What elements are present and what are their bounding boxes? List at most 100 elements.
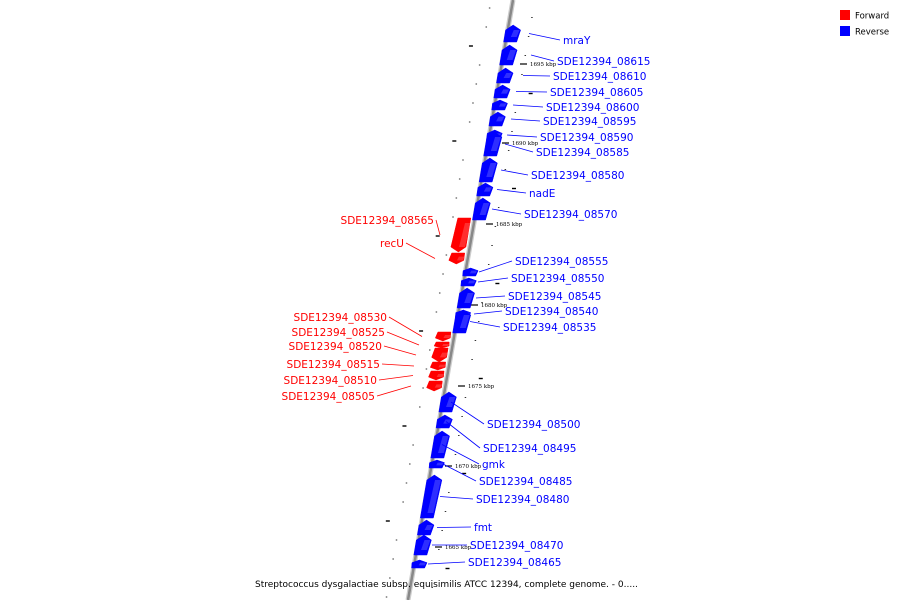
gene-feature: [460, 277, 477, 287]
scale-marks: [385, 7, 533, 598]
gene-feature-shade: [456, 256, 465, 261]
gene-feature-shade: [443, 335, 451, 338]
gene-features: [411, 24, 521, 569]
gene-feature: [426, 380, 443, 392]
gene-label: SDE12394_08480: [476, 494, 569, 506]
gene-feature: [438, 391, 457, 413]
gene-leader-line: [435, 219, 441, 236]
gene-feature: [428, 459, 445, 469]
gene-feature-shade: [501, 89, 510, 94]
gene-feature-shade: [442, 344, 450, 346]
gene-feature: [429, 361, 446, 371]
gene-feature: [450, 217, 472, 253]
gene-label: SDE12394_08485: [479, 476, 572, 488]
gene-feature: [499, 44, 518, 66]
gene-leader-line: [510, 118, 541, 122]
gene-label: SDE12394_08615: [557, 56, 650, 68]
gene-label: recU: [380, 238, 404, 250]
gene-label: SDE12394_08530: [294, 312, 387, 324]
gene-label: fmt: [474, 522, 492, 534]
gene-leader-line: [528, 33, 561, 41]
gene-label: SDE12394_08590: [540, 132, 633, 144]
gene-feature-shade: [436, 462, 444, 466]
gene-feature-shade: [443, 419, 452, 424]
gene-leader-line: [386, 331, 420, 346]
gene-leader-line: [469, 321, 501, 328]
gene-feature: [476, 182, 494, 197]
gene-label: SDE12394_08520: [289, 341, 382, 353]
gene-feature-shade: [498, 103, 507, 107]
gene-feature: [496, 67, 514, 84]
gene-feature-shade: [434, 384, 443, 388]
gene-labels: mraY SDE12394_08615 SDE12394_08610 SDE12394…: [282, 35, 651, 569]
gene-feature: [448, 252, 466, 265]
gene-leader-line: [477, 277, 509, 283]
scale-tick-label: 1695 kbp: [530, 62, 557, 68]
gene-feature: [493, 84, 511, 99]
gene-feature: [411, 559, 428, 569]
gene-feature-shade: [459, 315, 470, 328]
genome-caption: Streptococcus dysgalactiae subsp. equisi…: [255, 580, 638, 590]
gene-leader-line: [512, 104, 544, 108]
gene-feature: [488, 111, 506, 127]
gene-leader-line: [388, 316, 423, 337]
gene-leader-line: [442, 463, 477, 482]
gene-feature: [462, 267, 479, 277]
gene-feature: [491, 99, 508, 111]
gene-feature-shade: [490, 137, 501, 151]
gene-feature-shade: [438, 364, 446, 368]
gene-feature-shade: [510, 30, 520, 37]
gene-label: SDE12394_08565: [341, 215, 434, 227]
gene-feature: [433, 341, 450, 349]
gene-feature-shade: [436, 374, 445, 377]
gene-label: SDE12394_08470: [470, 540, 563, 552]
gene-label: SDE12394_08555: [515, 256, 608, 268]
gene-leader-lines: [376, 33, 561, 565]
gene-label: SDE12394_08525: [292, 327, 385, 339]
gene-feature: [435, 414, 453, 429]
gene-leader-line: [405, 242, 436, 259]
scale-tick-label: 1680 kbp: [481, 303, 508, 309]
gene-leader-line: [515, 91, 548, 93]
gene-feature-shade: [503, 73, 513, 78]
gene-feature-shade: [418, 562, 426, 566]
gene-label: SDE12394_08505: [282, 391, 375, 403]
gene-feature: [431, 347, 449, 363]
gene-feature-shade: [496, 116, 505, 122]
legend-forward-label: Forward: [855, 12, 889, 22]
gene-leader-line: [506, 134, 538, 138]
gene-feature-shade: [446, 397, 456, 407]
gene-label: SDE12394_08610: [553, 71, 646, 83]
gene-feature: [478, 157, 498, 183]
gene-feature-shade: [486, 163, 497, 177]
gene-feature-shade: [439, 352, 449, 358]
gene-leader-line: [381, 363, 415, 367]
gene-feature: [434, 331, 452, 342]
gene-label: SDE12394_08545: [508, 291, 601, 303]
gene-leader-line: [439, 496, 474, 500]
gene-label: SDE12394_08550: [511, 273, 604, 285]
gene-leader-line: [378, 375, 414, 381]
gene-leader-line: [376, 385, 412, 397]
gene-label: SDE12394_08600: [546, 102, 639, 114]
gene-label: SDE12394_08535: [503, 322, 596, 334]
gene-feature-shade: [506, 50, 517, 60]
gene-feature-shade: [464, 293, 474, 303]
gene-feature-shade: [427, 480, 441, 513]
gene-leader-line: [530, 54, 555, 62]
gene-leader-line: [383, 345, 417, 356]
gene-label: SDE12394_08605: [550, 87, 643, 99]
gene-leader-line: [478, 260, 513, 273]
scale-tick-label: 1675 kbp: [468, 384, 495, 390]
gene-leader-line: [496, 189, 527, 194]
gene-feature: [452, 309, 472, 334]
gene-leader-line: [427, 561, 466, 565]
gene-leader-line: [491, 208, 522, 215]
legend-reverse-swatch: [840, 26, 850, 36]
gene-label: SDE12394_08510: [284, 375, 377, 387]
gene-label: SDE12394_08465: [468, 557, 561, 569]
gene-label: gmk: [482, 459, 506, 471]
gene-feature-shade: [483, 187, 492, 192]
gene-label: mraY: [563, 35, 591, 47]
